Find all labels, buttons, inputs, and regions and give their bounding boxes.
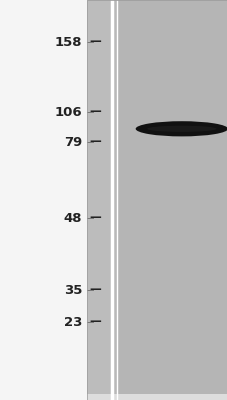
- Bar: [86, 0, 111, 400]
- Text: —: —: [89, 212, 100, 224]
- Ellipse shape: [147, 126, 215, 132]
- Text: —: —: [89, 36, 100, 48]
- Text: 79: 79: [64, 136, 82, 148]
- Text: —: —: [89, 316, 100, 328]
- Text: 35: 35: [63, 284, 82, 296]
- Ellipse shape: [135, 121, 227, 136]
- Bar: [117, 0, 227, 400]
- Text: 158: 158: [54, 36, 82, 48]
- Text: 23: 23: [63, 316, 82, 328]
- Text: —: —: [89, 136, 100, 148]
- Text: —: —: [89, 106, 100, 118]
- Bar: [86, 394, 227, 400]
- Text: 106: 106: [54, 106, 82, 118]
- Text: 48: 48: [63, 212, 82, 224]
- Text: —: —: [89, 284, 100, 296]
- Bar: [86, 0, 227, 400]
